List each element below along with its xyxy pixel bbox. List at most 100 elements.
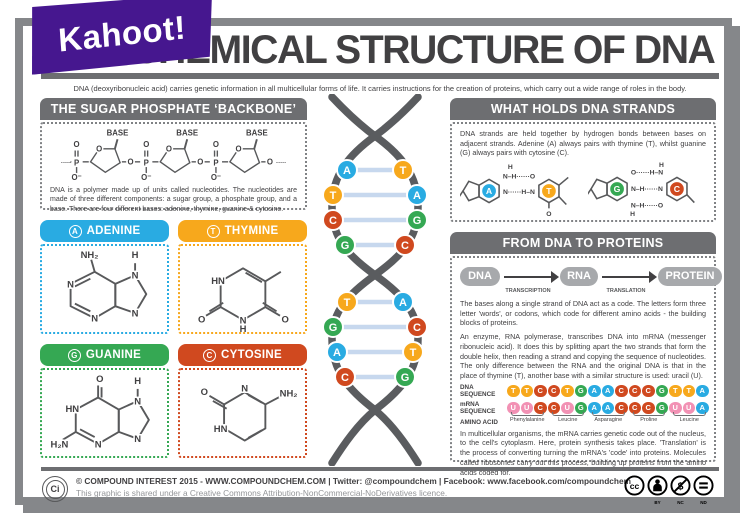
backbone-unit: P O O⁻ O BASE O (70, 127, 275, 183)
cytosine-structure: O N NH₂ HN (199, 382, 299, 442)
proteins-section-box: DNA TRANSCRIPTION RNA TRANSLATION PROTEI… (450, 256, 722, 477)
svg-text:BASE: BASE (176, 129, 198, 138)
svg-text:O: O (546, 211, 551, 218)
svg-text:cc: cc (630, 481, 640, 491)
helix-base-letter: T (330, 190, 337, 202)
title-underline (41, 73, 719, 79)
backbone-structure-diagram: ····· P O O⁻ O B (60, 127, 287, 183)
proteins-paragraph-1: The bases along a single strand of DNA a… (460, 299, 706, 328)
codon-bracket (673, 411, 706, 416)
pairing-section-box: DNA strands are held together by hydroge… (450, 122, 716, 222)
sequence-base-G: G (655, 401, 668, 414)
helix-base-letter: C (401, 240, 409, 252)
sequence-base-U: U (682, 401, 695, 414)
helix-base-C (394, 234, 416, 256)
helix-base-letter: A (343, 165, 351, 177)
sequence-base-U: U (669, 401, 682, 414)
sequence-base-C: C (642, 384, 655, 397)
proteins-paragraph-2: An enzyme, RNA polymerase, transcribes D… (460, 332, 706, 381)
svg-text:HN: HN (213, 424, 227, 435)
svg-text:N: N (239, 315, 246, 326)
helix-base-pairs: A T T A C G G C T A G C A T C G (322, 159, 428, 388)
helix-base-letter: G (329, 322, 338, 334)
adenine-card-body: NH₂ N N N H N (40, 244, 169, 334)
helix-strand-right (328, 93, 422, 467)
sequence-base-A: A (601, 401, 614, 414)
svg-text:T: T (546, 186, 552, 196)
adenine-structure: NH₂ N N N H N (65, 249, 147, 326)
helix-base-letter: C (413, 322, 421, 334)
helix-base-letter: A (413, 190, 421, 202)
kahoot-logo-text: Kahoot! (56, 8, 187, 59)
svg-text:O: O (197, 157, 203, 166)
helix-base-letter: C (329, 215, 337, 227)
sequence-base-A: A (696, 384, 709, 397)
sequence-base-A: A (601, 384, 614, 397)
svg-text:N: N (241, 384, 248, 395)
flow-rna-pill: RNA (560, 267, 598, 286)
svg-text:N–H······N: N–H······N (631, 186, 663, 193)
guanine-letter-badge: G (67, 348, 81, 362)
svg-text:O: O (143, 140, 149, 149)
helix-base-G (334, 234, 356, 256)
helix-base-A (406, 184, 428, 206)
cytosine-name: CYTOSINE (221, 349, 282, 361)
amino-acid-name: Proline (640, 416, 658, 423)
amino-acid-label-title: AMINO ACID (460, 418, 498, 426)
sequence-base-C: C (615, 384, 628, 397)
svg-text:O: O (267, 157, 273, 166)
svg-text:G: G (614, 184, 621, 194)
svg-text:O: O (96, 374, 103, 385)
cytosine-card-header: C CYTOSINE (178, 344, 307, 366)
sequence-base-T: T (561, 384, 574, 397)
footer-licence-line: This graphic is shared under a Creative … (76, 488, 448, 498)
thymine-card-header: T THYMINE (178, 220, 307, 242)
svg-text:HN: HN (65, 404, 79, 415)
sequence-base-C: C (547, 384, 560, 397)
svg-text:H: H (659, 162, 664, 169)
pairing-section-header: WHAT HOLDS DNA STRANDS TOGETHER? (450, 98, 716, 138)
at-base-pair-diagram: H N–H······O N······H–N O A T (460, 163, 569, 218)
svg-text:HN: HN (211, 276, 225, 287)
footer-credit-line: © COMPOUND INTEREST 2015 - WWW.COMPOUNDC… (76, 476, 631, 486)
adenine-name: ADENINE (86, 225, 141, 237)
thymine-letter-badge: T (206, 224, 220, 238)
proteins-paragraph-3: In multicellular organisms, the mRNA car… (460, 428, 706, 477)
sequence-base-G: G (655, 384, 668, 397)
sequence-base-U: U (561, 401, 574, 414)
svg-text:O: O (198, 315, 205, 326)
svg-text:N: N (131, 309, 138, 320)
svg-text:NH₂: NH₂ (80, 250, 98, 261)
amino-acid-cell: Proline (629, 411, 670, 423)
guanine-name: GUANINE (85, 349, 142, 361)
svg-text:O: O (213, 140, 219, 149)
sequence-base-C: C (628, 384, 641, 397)
helix-base-C (322, 209, 344, 231)
sequence-base-G: G (574, 401, 587, 414)
transcription-arrow (504, 271, 559, 282)
helix-base-C (406, 316, 428, 338)
helix-base-A (326, 341, 348, 363)
page-subtitle: DNA (deoxyribonucleic acid) carries gene… (73, 84, 687, 93)
helix-base-letter: T (344, 297, 351, 309)
sequence-base-A: A (588, 384, 601, 397)
amino-acid-cell: Asparagine (588, 411, 629, 423)
amino-acid-cell: Leucine (669, 411, 710, 423)
backbone-dots-right: ····· (276, 159, 286, 166)
svg-text:O: O (166, 144, 172, 153)
helix-base-A (392, 291, 414, 313)
amino-acid-cell: Leucine (548, 411, 589, 423)
svg-text:N······H–N: N······H–N (503, 189, 535, 196)
svg-text:N–H······O: N–H······O (631, 203, 663, 210)
helix-base-A (336, 159, 358, 181)
helix-base-G (394, 366, 416, 388)
page-frame: THE CHEMICAL STRUCTURE OF DNA DNA (deoxy… (15, 18, 732, 505)
amino-acid-name: Leucine (558, 416, 578, 423)
svg-text:O⁻: O⁻ (211, 173, 221, 181)
svg-text:N: N (67, 279, 74, 290)
sequence-base-C: C (534, 384, 547, 397)
sequence-base-C: C (615, 401, 628, 414)
codon-bracket (551, 411, 584, 416)
cc-nd-icon (693, 475, 714, 496)
